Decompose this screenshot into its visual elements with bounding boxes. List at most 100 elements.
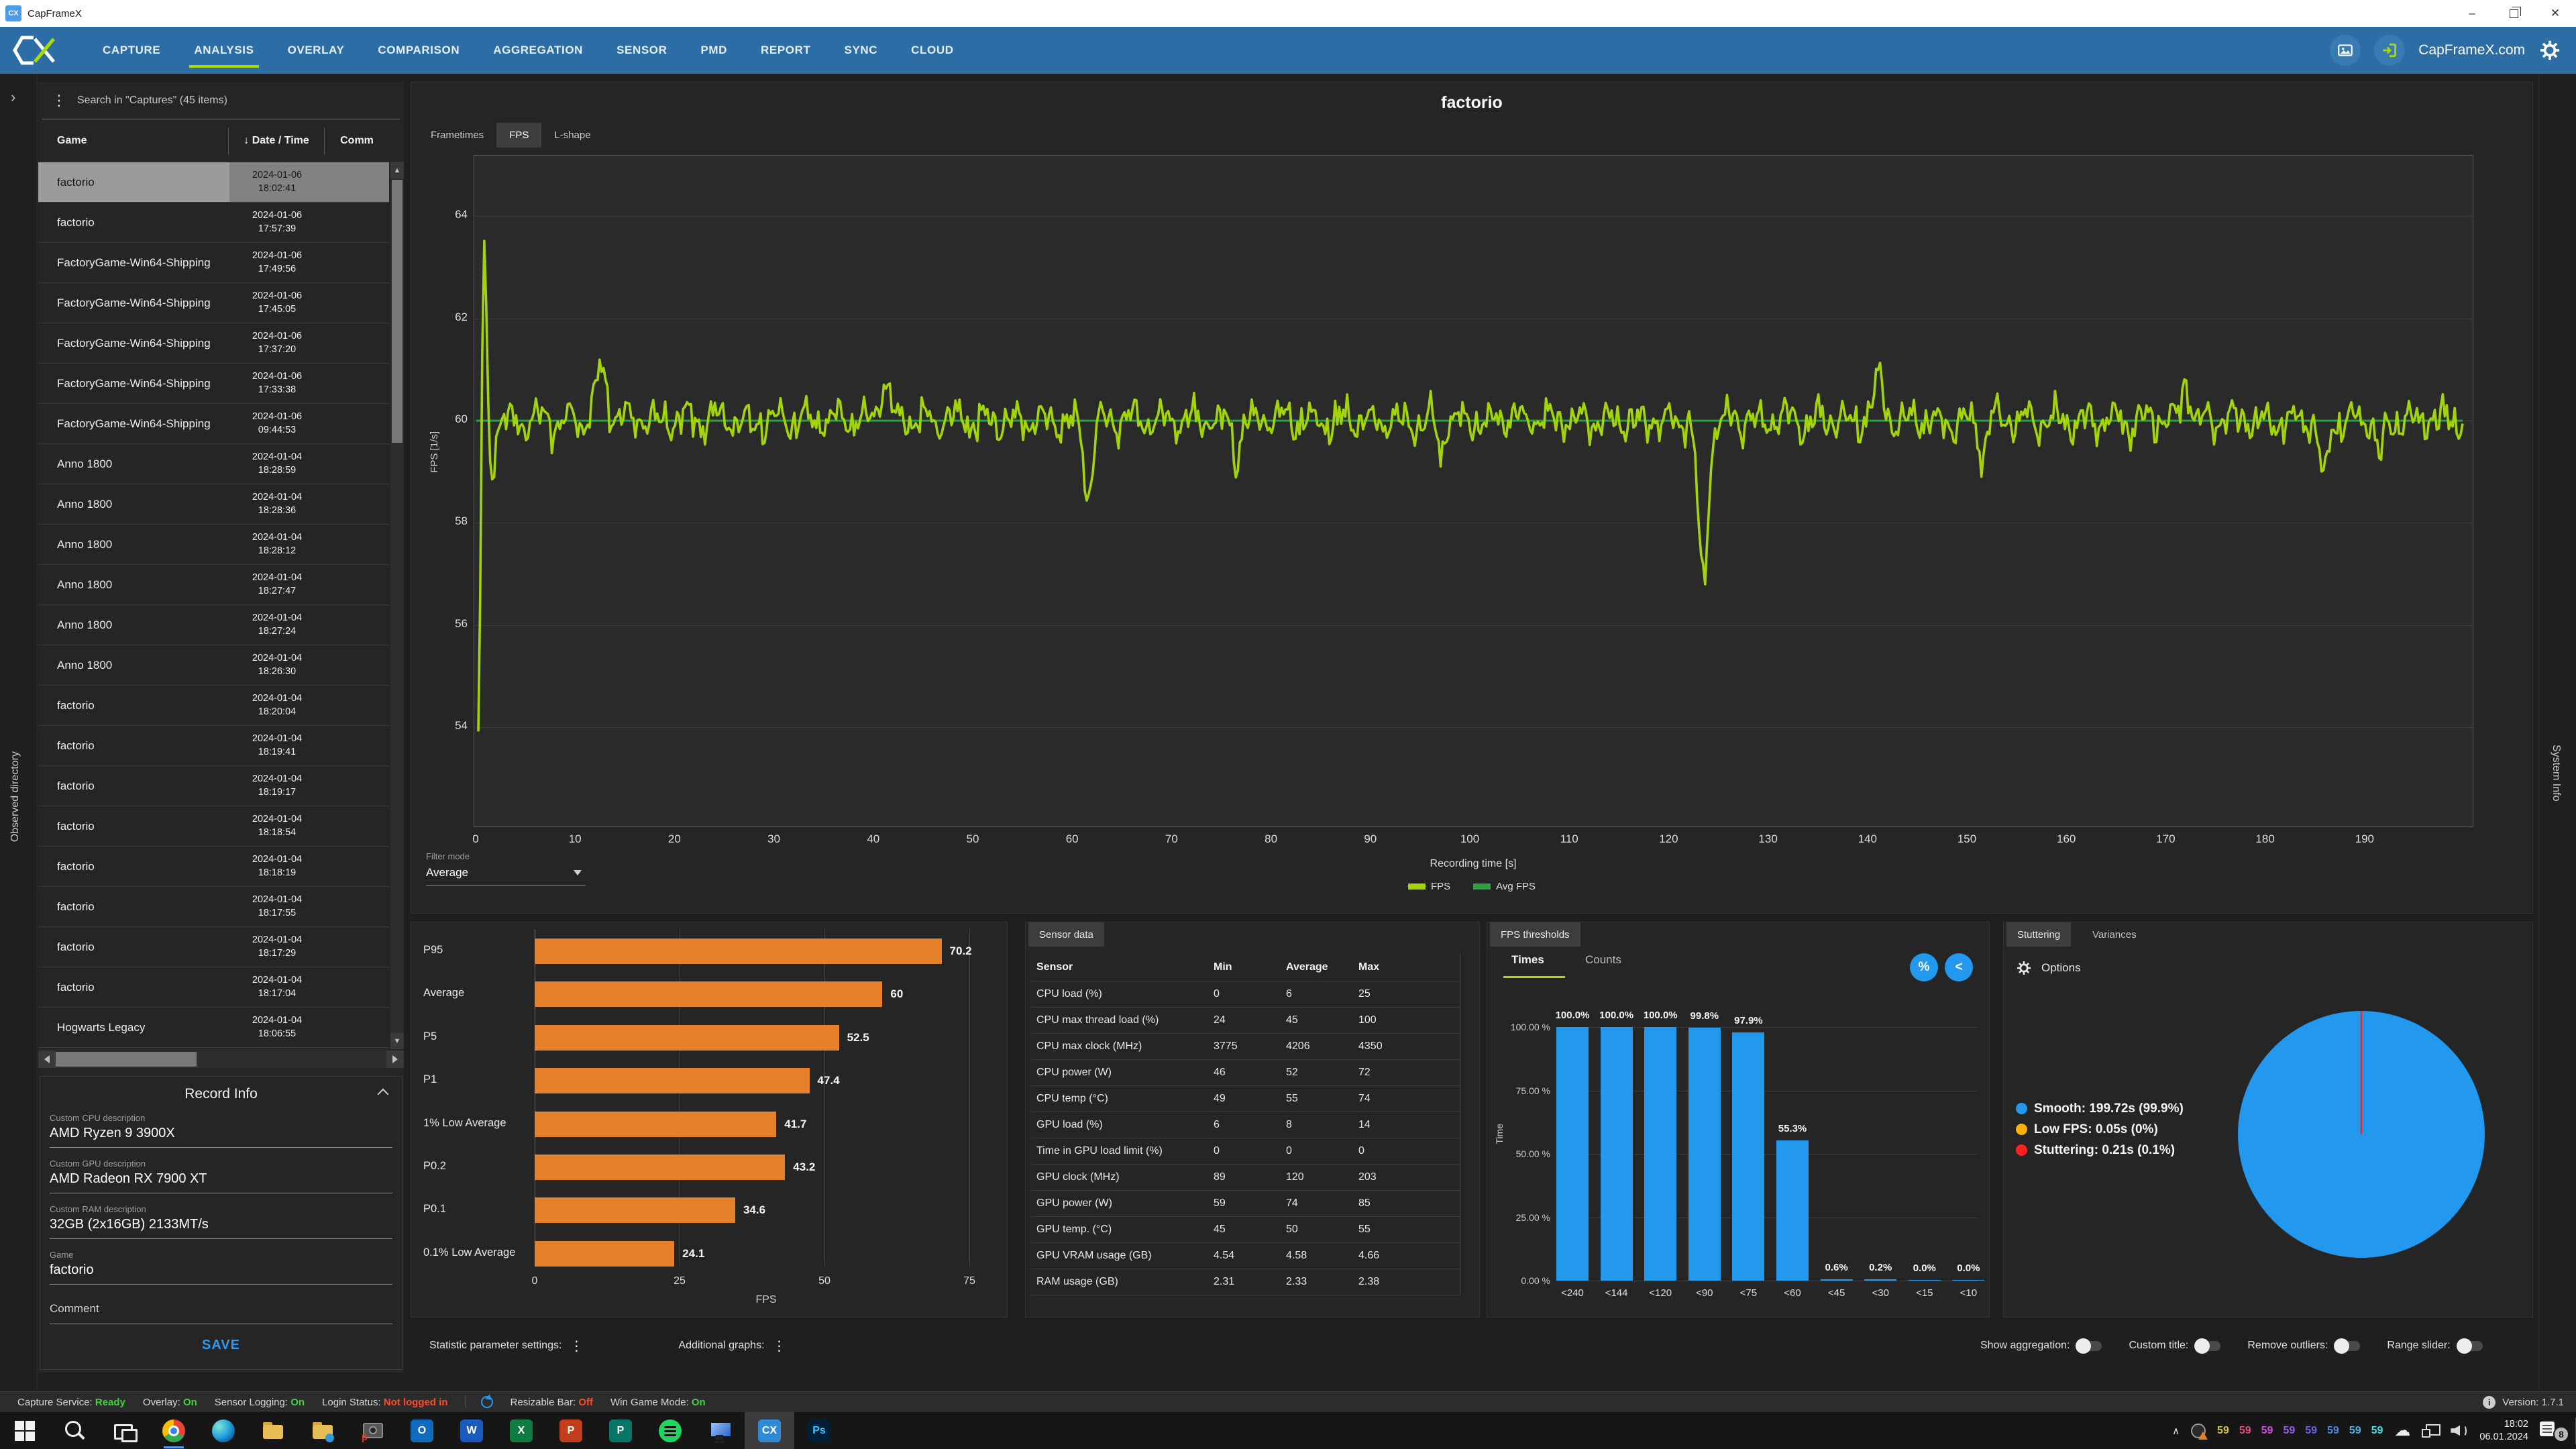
tray-sensor-readout[interactable]: 59 (2261, 1424, 2273, 1436)
tab-times[interactable]: Times (1511, 953, 1544, 966)
threshold-bar[interactable] (1644, 1027, 1677, 1281)
taskbar-spotify[interactable] (645, 1412, 695, 1449)
stutter-options-button[interactable]: Options (2016, 960, 2081, 976)
tab-stuttering[interactable]: Stuttering (2006, 922, 2072, 947)
sensor-row[interactable]: GPU power (W) 59 74 85 (1031, 1191, 1460, 1217)
nav-tab-sensor[interactable]: SENSOR (616, 44, 667, 56)
threshold-bar[interactable] (1688, 1027, 1721, 1281)
sensor-header-cell[interactable]: Average (1286, 961, 1328, 973)
taskbar-outlook[interactable]: O (397, 1412, 447, 1449)
taskbar-word[interactable]: W (447, 1412, 496, 1449)
search-input[interactable]: Search in "Captures" (45 items) (77, 94, 227, 106)
taskbar-excel[interactable]: X (496, 1412, 546, 1449)
sensor-header-cell[interactable]: Min (1214, 961, 1232, 973)
taskbar-clock[interactable]: 18:02 06.01.2024 (2479, 1418, 2528, 1444)
capture-row[interactable]: factorio 2024-01-04 18:17:29 (38, 927, 389, 967)
scrollbar-thumb[interactable] (392, 180, 402, 443)
percentile-bar[interactable] (535, 938, 942, 964)
tab-fps[interactable]: FPS (496, 123, 542, 148)
statistic-settings-menu-icon[interactable]: ⋮ (570, 1338, 584, 1354)
tray-sensor-readout[interactable]: 59 (2349, 1424, 2361, 1436)
record-field-value[interactable]: AMD Ryzen 9 3900X (50, 1126, 392, 1148)
capture-row[interactable]: factorio 2024-01-04 18:20:04 (38, 686, 389, 726)
restore-button[interactable] (2493, 0, 2534, 27)
tab-l-shape[interactable]: L-shape (554, 129, 591, 141)
info-icon[interactable]: i (2483, 1395, 2496, 1409)
system-info-label[interactable]: System Info (2551, 745, 2562, 802)
tab-sensor-data[interactable]: Sensor data (1028, 922, 1104, 947)
threshold-bar[interactable] (1952, 1280, 1985, 1281)
tab-fps-thresholds[interactable]: FPS thresholds (1490, 922, 1580, 947)
nav-tab-sync[interactable]: SYNC (844, 44, 878, 56)
capture-row[interactable]: Anno 1800 2024-01-04 18:26:30 (38, 645, 389, 686)
onedrive-icon[interactable]: ☁ (2394, 1421, 2411, 1440)
capture-row[interactable]: factorio 2024-01-04 18:19:41 (38, 726, 389, 766)
sensor-row[interactable]: CPU power (W) 46 52 72 (1031, 1060, 1460, 1086)
additional-graphs-menu-icon[interactable]: ⋮ (772, 1338, 786, 1354)
sensor-row[interactable]: CPU max clock (MHz) 3775 4206 4350 (1031, 1034, 1460, 1060)
fps-line-chart[interactable] (474, 155, 2473, 827)
toggle-switch[interactable] (2334, 1338, 2361, 1354)
nav-tab-analysis[interactable]: ANALYSIS (177, 27, 270, 74)
threshold-bar[interactable] (1600, 1027, 1633, 1281)
capture-row[interactable]: FactoryGame-Win64-Shipping 2024-01-06 17:3… (38, 323, 389, 364)
capture-row[interactable]: factorio 2024-01-04 18:17:55 (38, 887, 389, 927)
nav-tab-overlay[interactable]: OVERLAY (287, 44, 345, 56)
threshold-bar[interactable] (1908, 1280, 1941, 1281)
scroll-left-button[interactable] (38, 1051, 56, 1068)
record-field-value[interactable]: 32GB (2x16GB) 2133MT/s (50, 1217, 392, 1239)
nav-tab-aggregation[interactable]: AGGREGATION (493, 44, 584, 56)
stutter-pie-chart[interactable] (2234, 1007, 2489, 1262)
threshold-bar[interactable] (1820, 1279, 1853, 1281)
tray-sensor-readout[interactable]: 59 (2371, 1424, 2383, 1436)
toggle-switch[interactable] (2194, 1338, 2221, 1354)
taskbar-screenshot[interactable]: β (347, 1412, 397, 1449)
nav-tab-pmd[interactable]: PMD (700, 44, 728, 56)
record-field-value[interactable]: factorio (50, 1263, 392, 1285)
capframex-com-link[interactable]: CapFrameX.com (2418, 42, 2525, 58)
scroll-right-button[interactable] (386, 1051, 404, 1068)
expand-directory-chevron[interactable]: › (11, 89, 16, 105)
notification-center-button[interactable]: 8 (2540, 1419, 2569, 1442)
taskbar-monitor[interactable] (695, 1412, 745, 1449)
sensor-header-cell[interactable]: Max (1358, 961, 1380, 973)
capture-row[interactable]: FactoryGame-Win64-Shipping 2024-01-06 09:4… (38, 404, 389, 444)
scroll-up-button[interactable]: ▲ (390, 162, 404, 178)
toggle-switch[interactable] (2456, 1338, 2483, 1354)
percentiles-bar-chart[interactable]: 70.2 60 52.5 47.4 41.7 43.2 34.6 24.1 (535, 929, 1000, 1267)
tray-sensor-readout[interactable]: 59 (2305, 1424, 2318, 1436)
capture-row[interactable]: factorio 2024-01-06 18:02:41 (38, 162, 389, 203)
scroll-down-button[interactable]: ▼ (390, 1033, 404, 1049)
sensor-header-cell[interactable]: Sensor (1036, 961, 1073, 973)
percentile-bar[interactable] (535, 1155, 786, 1180)
percentile-bar[interactable] (535, 981, 883, 1008)
column-game[interactable]: Game (57, 134, 87, 146)
taskbar-start[interactable] (0, 1412, 50, 1449)
creative-cloud-icon[interactable] (2191, 1423, 2208, 1440)
capture-row[interactable]: FactoryGame-Win64-Shipping 2024-01-06 17:4… (38, 283, 389, 323)
sensor-row[interactable]: GPU VRAM usage (GB) 4.54 4.58 4.66 (1031, 1243, 1460, 1269)
tray-sensor-readout[interactable]: 59 (2327, 1424, 2339, 1436)
network-icon[interactable] (2422, 1424, 2441, 1438)
capture-row[interactable]: factorio 2024-01-04 18:17:04 (38, 967, 389, 1008)
tab-variances[interactable]: Variances (2092, 928, 2137, 941)
record-field-value[interactable]: AMD Radeon RX 7900 XT (50, 1171, 392, 1193)
capture-row[interactable]: Anno 1800 2024-01-04 18:27:24 (38, 605, 389, 645)
capture-row[interactable]: Anno 1800 2024-01-04 18:28:36 (38, 484, 389, 525)
capture-row[interactable]: Anno 1800 2024-01-04 18:28:12 (38, 525, 389, 565)
tray-sensor-readout[interactable]: 59 (2217, 1424, 2229, 1436)
settings-gear-icon[interactable] (2538, 39, 2561, 62)
speaker-icon[interactable] (2451, 1424, 2468, 1438)
sensor-row[interactable]: GPU load (%) 6 8 14 (1031, 1112, 1460, 1138)
sensor-row[interactable]: CPU load (%) 0 6 25 (1031, 981, 1460, 1008)
nav-tab-capture[interactable]: CAPTURE (103, 44, 161, 56)
percentile-bar[interactable] (535, 1111, 777, 1137)
vertical-scrollbar[interactable]: ▲ ▼ (390, 162, 404, 1049)
sensor-row[interactable]: Time in GPU load limit (%) 0 0 0 (1031, 1138, 1460, 1165)
tray-sensor-readout[interactable]: 59 (2283, 1424, 2296, 1436)
captures-search[interactable]: ⋮ Search in "Captures" (45 items) (42, 82, 400, 119)
save-button[interactable]: SAVE (202, 1338, 240, 1352)
nav-tab-cloud[interactable]: CLOUD (911, 44, 954, 56)
sensor-row[interactable]: GPU clock (MHz) 89 120 203 (1031, 1165, 1460, 1191)
capture-row[interactable]: Anno 1800 2024-01-04 18:28:59 (38, 444, 389, 484)
